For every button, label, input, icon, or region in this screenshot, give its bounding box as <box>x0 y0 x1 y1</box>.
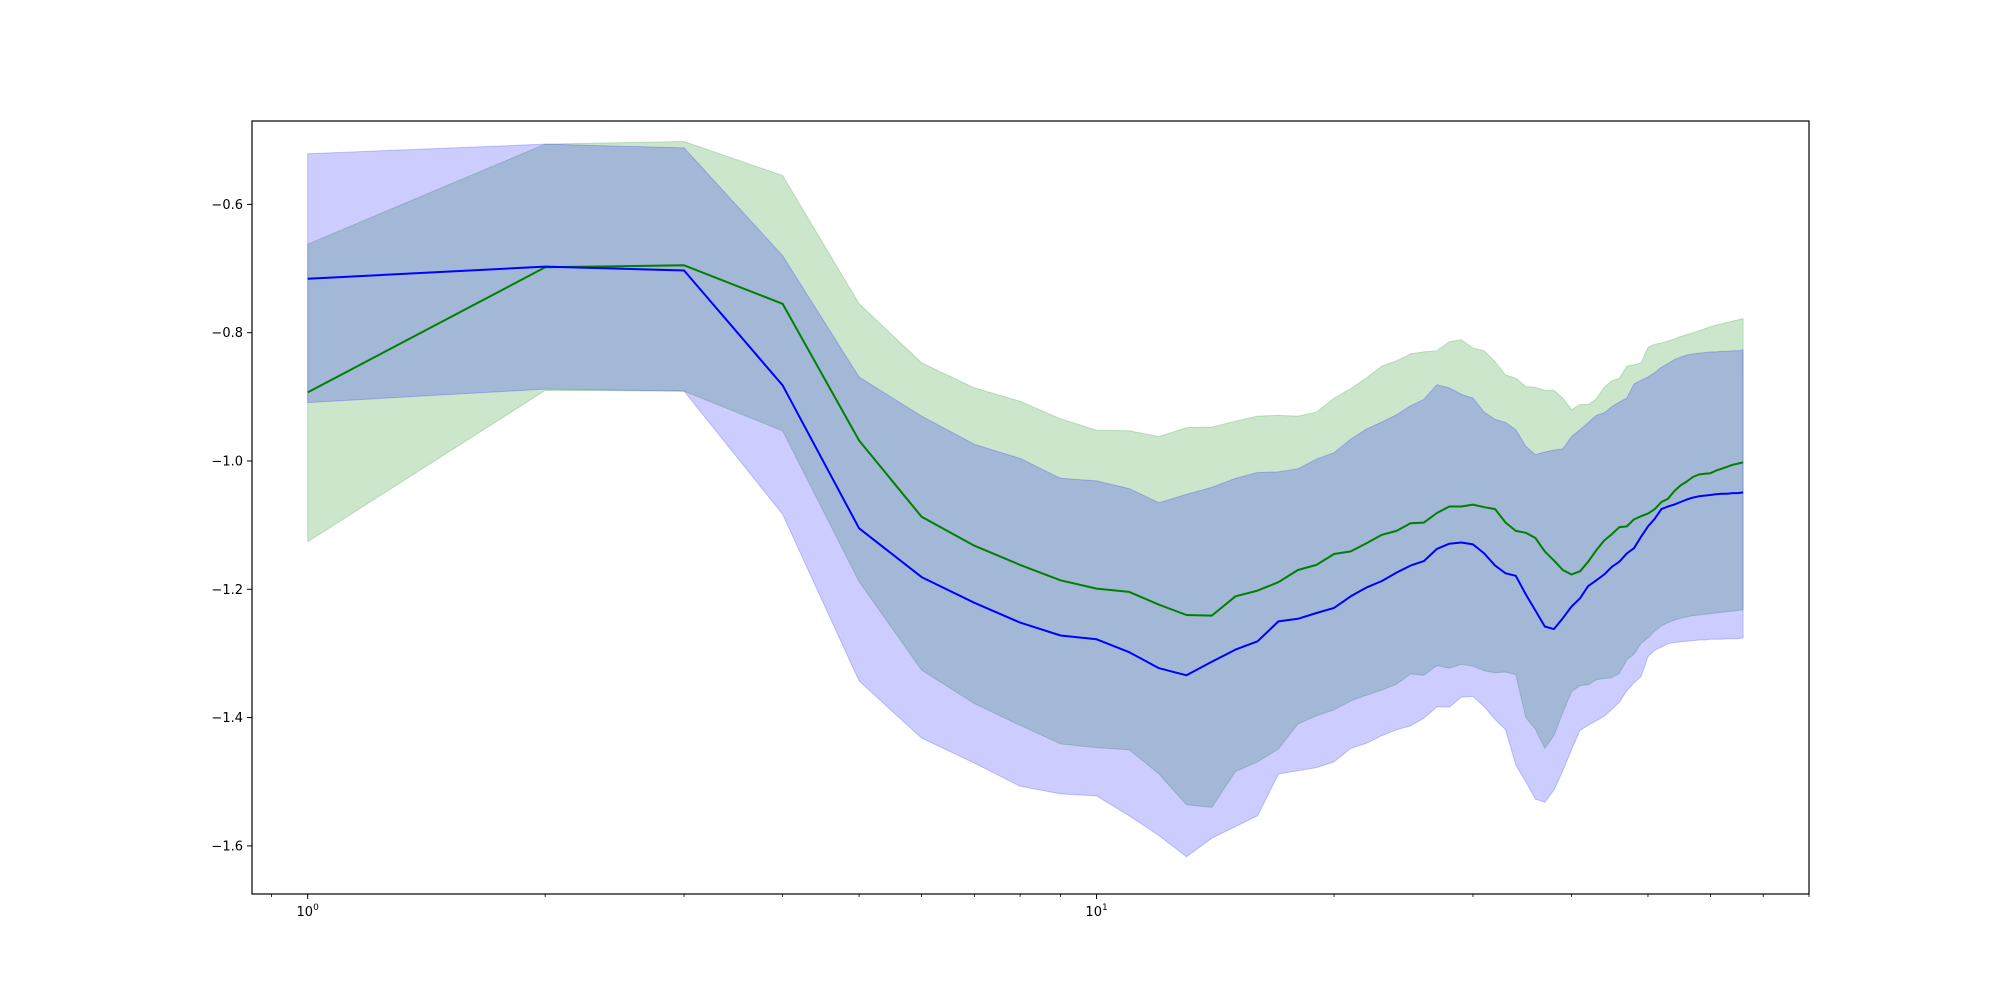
y-tick-label: −1.4 <box>211 711 243 726</box>
y-tick-label: −0.8 <box>211 326 243 341</box>
y-tick-label: −1.6 <box>211 839 243 854</box>
series-0-line <box>307 264 1744 617</box>
series-1-line <box>307 265 1744 677</box>
y-tick-label: −1.2 <box>211 583 243 598</box>
series-1-band <box>307 143 1744 858</box>
y-tick-label: −1.0 <box>211 454 243 469</box>
y-tick-label: −0.6 <box>211 198 243 213</box>
bands-layer <box>307 140 1744 858</box>
y-axis: −1.6 −1.4 −1.2 −1.0 −0.8 −0.6 <box>211 198 252 854</box>
series-0-band <box>307 140 1744 808</box>
lines-layer <box>307 264 1744 677</box>
plot-frame <box>251 120 1810 895</box>
